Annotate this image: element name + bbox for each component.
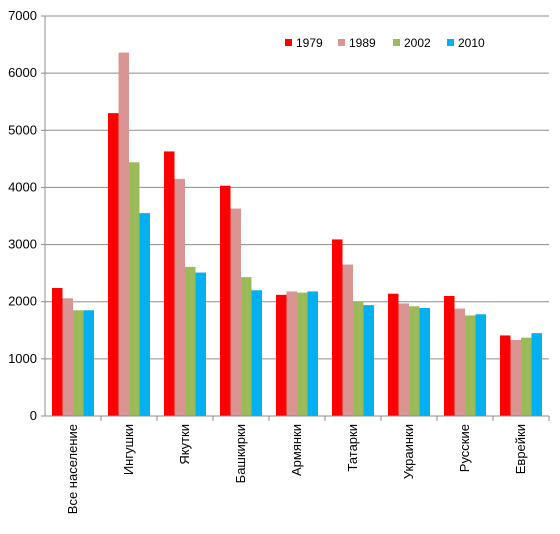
x-category-label: Украинки	[401, 424, 416, 479]
bar-2010-4	[307, 291, 318, 416]
bar-1989-0	[62, 298, 73, 416]
legend-swatch	[393, 39, 400, 46]
legend-swatch	[285, 39, 292, 46]
x-category-label: Еврейки	[513, 424, 528, 474]
bar-2002-1	[129, 162, 140, 416]
bar-2002-4	[297, 292, 308, 416]
bar-1989-8	[510, 340, 521, 416]
y-tick-label: 3000	[8, 237, 37, 252]
bar-2010-7	[475, 314, 486, 416]
bar-2002-2	[185, 266, 196, 416]
bar-2010-3	[251, 290, 262, 416]
bar-2002-6	[409, 306, 420, 416]
bar-1989-1	[118, 52, 129, 416]
bar-2010-1	[139, 213, 150, 416]
bar-2002-7	[465, 315, 476, 416]
bar-1989-7	[454, 308, 465, 416]
bar-2010-5	[363, 305, 374, 416]
bar-1979-7	[444, 296, 455, 416]
bar-1979-5	[332, 239, 343, 416]
legend-swatch	[447, 39, 454, 46]
bars	[52, 52, 542, 416]
bar-2010-8	[531, 333, 542, 416]
y-tick-label: 4000	[8, 179, 37, 194]
bar-2002-8	[521, 337, 532, 416]
bar-1989-2	[174, 178, 185, 416]
bar-1989-5	[342, 264, 353, 416]
bar-2010-6	[419, 308, 430, 416]
x-category-label: Якутки	[177, 424, 192, 465]
x-category-labels: Все население Ингушки Якутки Башкирки Армянк…	[65, 424, 528, 514]
legend-label: 1979	[296, 36, 323, 50]
x-category-label: Армянки	[289, 424, 304, 476]
bar-1979-6	[388, 293, 399, 416]
bar-1979-4	[276, 294, 287, 416]
x-category-label: Татарки	[345, 424, 360, 472]
legend-swatch	[338, 39, 345, 46]
y-tick-label: 6000	[8, 65, 37, 80]
bar-1989-4	[286, 291, 297, 416]
x-category-label: Ингушки	[121, 424, 136, 475]
legend: 1979 1989 2002 2010	[285, 36, 485, 50]
legend-label: 2002	[404, 36, 431, 50]
x-category-label: Все население	[65, 424, 80, 514]
bar-1989-6	[398, 303, 409, 416]
y-tick-label: 2000	[8, 294, 37, 309]
axes	[41, 15, 550, 421]
bar-1989-3	[230, 208, 241, 416]
bar-2002-3	[241, 277, 252, 416]
bar-1979-1	[108, 113, 119, 416]
bar-2002-5	[353, 301, 364, 416]
legend-label: 2010	[458, 36, 485, 50]
legend-label: 1989	[349, 36, 376, 50]
y-tick-label: 0	[30, 408, 37, 423]
bar-2010-0	[83, 310, 94, 416]
bar-2002-0	[73, 310, 84, 416]
x-category-label: Башкирки	[233, 424, 248, 483]
y-tick-labels: 0 1000 2000 3000 4000 5000 6000 7000	[8, 8, 37, 423]
bar-1979-8	[500, 335, 511, 416]
y-tick-label: 7000	[8, 8, 37, 23]
y-tick-label: 5000	[8, 122, 37, 137]
bar-1979-0	[52, 288, 63, 416]
bar-1979-3	[220, 185, 231, 416]
bar-1979-2	[164, 151, 175, 416]
x-category-label: Русские	[457, 424, 472, 472]
bar-2010-2	[195, 272, 206, 416]
y-tick-label: 1000	[8, 351, 37, 366]
